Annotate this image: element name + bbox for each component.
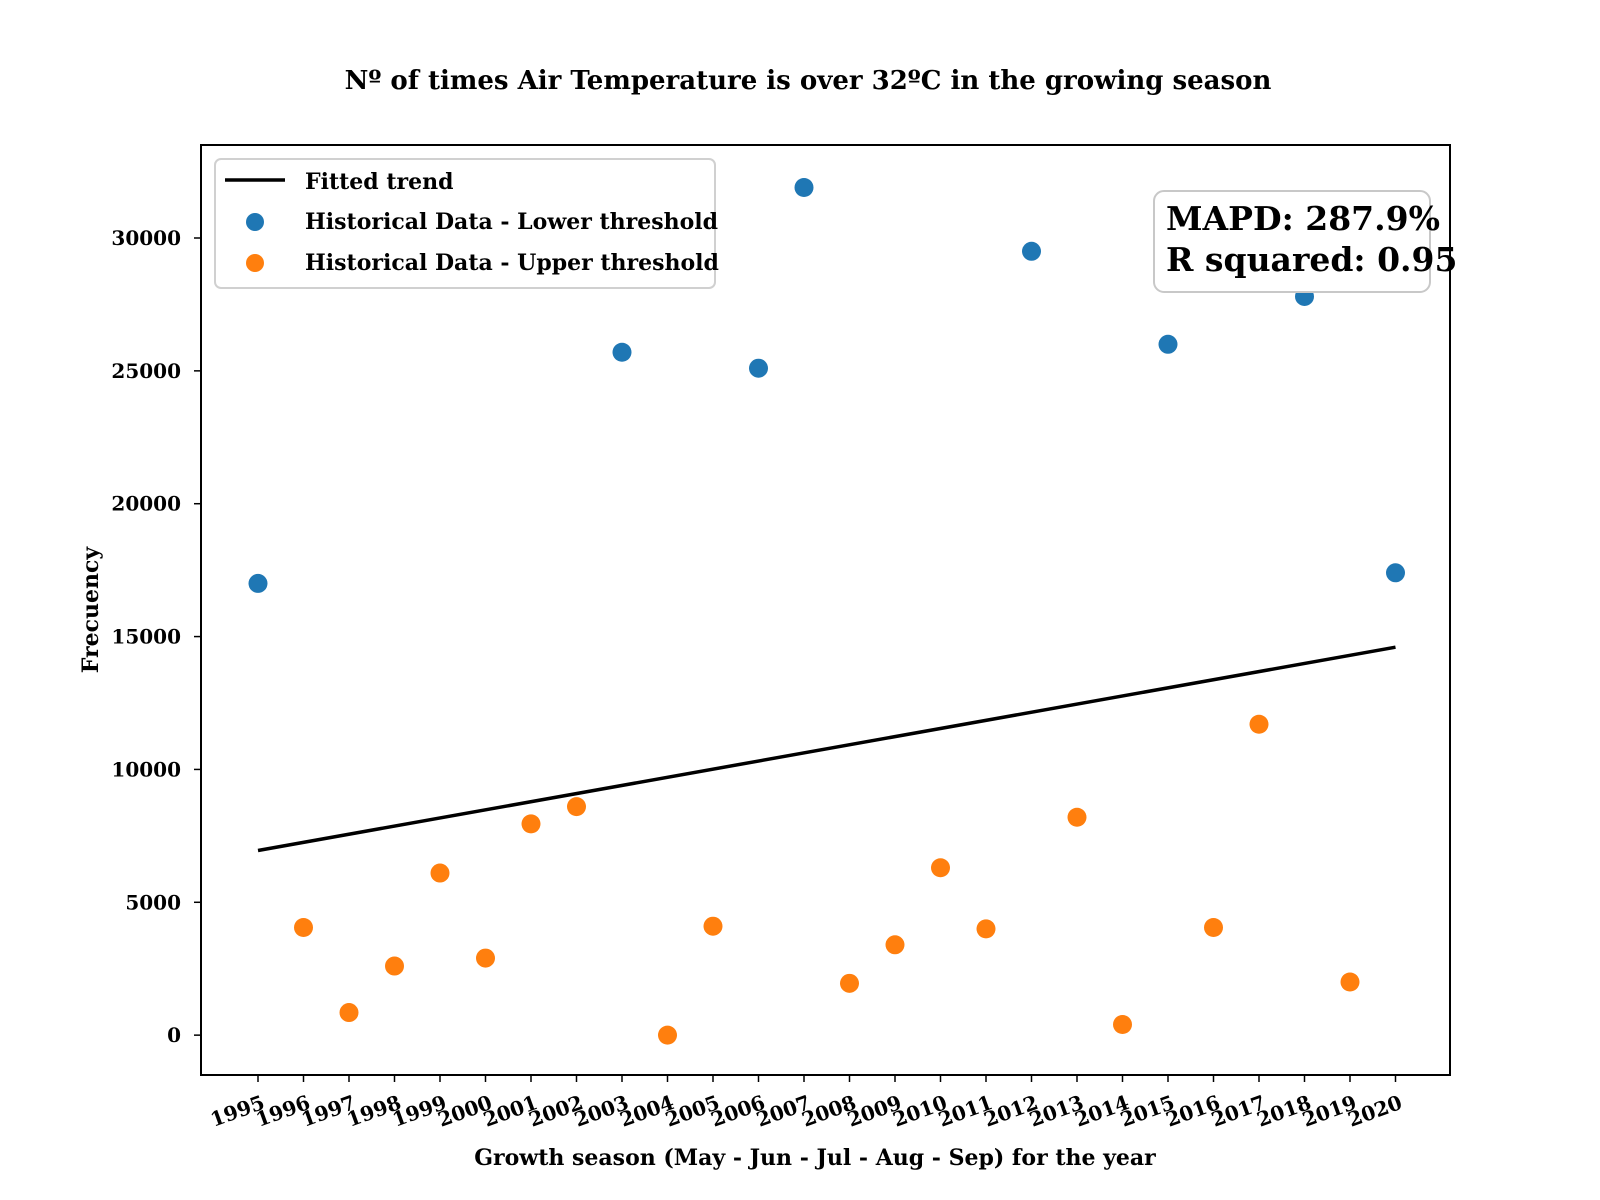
lower-threshold-point bbox=[1386, 563, 1405, 583]
upper-threshold-point bbox=[840, 973, 859, 993]
stats-mapd: MAPD: 287.9% bbox=[1166, 199, 1440, 238]
upper-threshold-point bbox=[1340, 972, 1360, 992]
upper-threshold-point bbox=[430, 863, 450, 883]
lower-threshold-point bbox=[749, 358, 768, 378]
stats-annotation: MAPD: 287.9% R squared: 0.95 bbox=[1153, 190, 1457, 293]
lower-threshold-point bbox=[248, 573, 268, 593]
y-tick-label: 10000 bbox=[111, 757, 181, 781]
upper-threshold-point bbox=[976, 919, 996, 939]
upper-threshold-point bbox=[1249, 714, 1269, 734]
upper-threshold-point bbox=[339, 1003, 359, 1023]
legend-box bbox=[214, 158, 716, 289]
trend-line bbox=[257, 645, 1396, 853]
legend-lower-swatch bbox=[246, 213, 264, 231]
upper-threshold-point bbox=[931, 858, 950, 878]
y-tick-label: 25000 bbox=[111, 359, 181, 383]
upper-threshold-point bbox=[1067, 807, 1087, 827]
legend-lower-label: Historical Data - Lower threshold bbox=[305, 209, 718, 235]
upper-threshold-point bbox=[476, 948, 495, 968]
upper-threshold-point bbox=[1113, 1015, 1132, 1035]
y-tick-label: 20000 bbox=[111, 492, 181, 516]
lower-threshold-point bbox=[1158, 334, 1178, 354]
upper-threshold-point bbox=[658, 1025, 677, 1045]
upper-threshold-point bbox=[1204, 918, 1223, 938]
points-layer bbox=[248, 178, 1405, 1045]
upper-threshold-point bbox=[703, 916, 723, 936]
x-axis-label: Growth season (May - Jun - Jul - Aug - S… bbox=[474, 1145, 1156, 1171]
y-axis-ticks: 0 5000 10000 15000 20000 25000 30000 bbox=[111, 226, 201, 1047]
lower-threshold-point bbox=[612, 342, 632, 362]
upper-threshold-point bbox=[567, 797, 586, 817]
lower-threshold-point bbox=[1022, 241, 1041, 261]
legend-upper-label: Historical Data - Upper threshold bbox=[305, 250, 719, 276]
chart-title: Nº of times Air Temperature is over 32ºC… bbox=[345, 66, 1272, 96]
upper-threshold-point bbox=[885, 935, 905, 955]
y-tick-label: 15000 bbox=[111, 625, 181, 649]
y-axis-label: Frecuency bbox=[78, 546, 104, 674]
legend: Fitted trend Historical Data - Lower thr… bbox=[214, 158, 719, 289]
x-axis-ticks: 1995199619971998199920002001200220032004… bbox=[207, 1075, 1405, 1132]
legend-upper-swatch bbox=[246, 254, 264, 272]
stats-r-squared: R squared: 0.95 bbox=[1166, 240, 1457, 279]
y-tick-label: 0 bbox=[167, 1023, 181, 1047]
plot-area bbox=[200, 144, 1451, 1076]
legend-trend-label: Fitted trend bbox=[305, 169, 453, 195]
upper-threshold-point bbox=[521, 814, 541, 834]
upper-threshold-point bbox=[294, 918, 313, 938]
upper-threshold-point bbox=[385, 956, 404, 976]
trend-layer bbox=[257, 645, 1396, 853]
stats-box bbox=[1153, 190, 1431, 293]
lower-threshold-point bbox=[794, 178, 814, 198]
y-tick-label: 30000 bbox=[111, 226, 181, 250]
y-tick-label: 5000 bbox=[125, 890, 181, 914]
